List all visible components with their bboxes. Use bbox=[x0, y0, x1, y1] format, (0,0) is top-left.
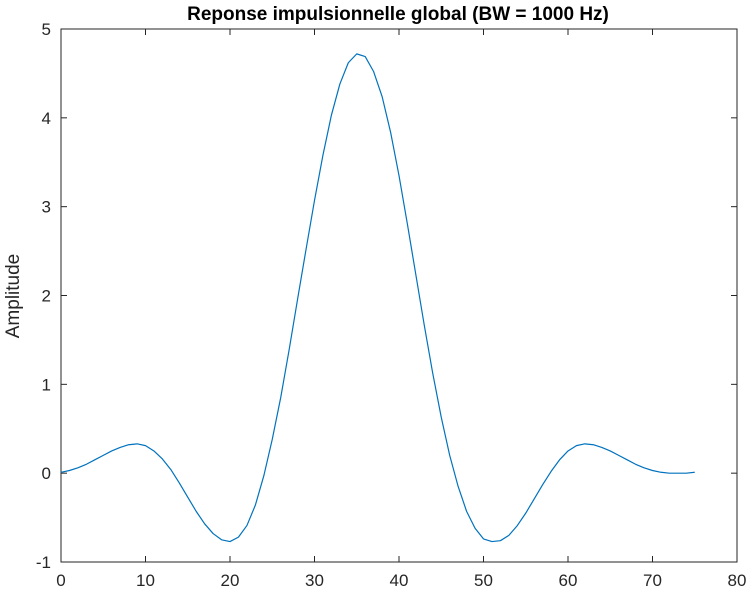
y-axis-label: Amplitude bbox=[3, 254, 24, 339]
y-tick-label: 2 bbox=[42, 287, 51, 306]
x-tick-label: 40 bbox=[390, 571, 409, 590]
x-tick-label: 80 bbox=[728, 571, 747, 590]
plot-area: 0 10 20 30 40 50 60 70 80 -1 0 1 2 3 4 5 bbox=[36, 20, 747, 590]
y-tick-label: 3 bbox=[42, 198, 51, 217]
x-tick-label: 30 bbox=[305, 571, 324, 590]
x-tick-label: 50 bbox=[474, 571, 493, 590]
chart-title: Reponse impulsionnelle global (BW = 1000… bbox=[187, 4, 609, 25]
x-tick-label: 20 bbox=[221, 571, 240, 590]
x-tick-label: 60 bbox=[559, 571, 578, 590]
x-tick-label: 0 bbox=[56, 571, 65, 590]
y-tick-label: 4 bbox=[42, 109, 51, 128]
y-tick-label: 1 bbox=[42, 375, 51, 394]
y-tick-label: 0 bbox=[42, 464, 51, 483]
y-tick-label: 5 bbox=[42, 20, 51, 39]
series-line-1 bbox=[60, 53, 695, 543]
x-tick-label: 70 bbox=[643, 571, 662, 590]
x-tick-label: 10 bbox=[136, 571, 155, 590]
y-tick-label: -1 bbox=[36, 553, 51, 572]
